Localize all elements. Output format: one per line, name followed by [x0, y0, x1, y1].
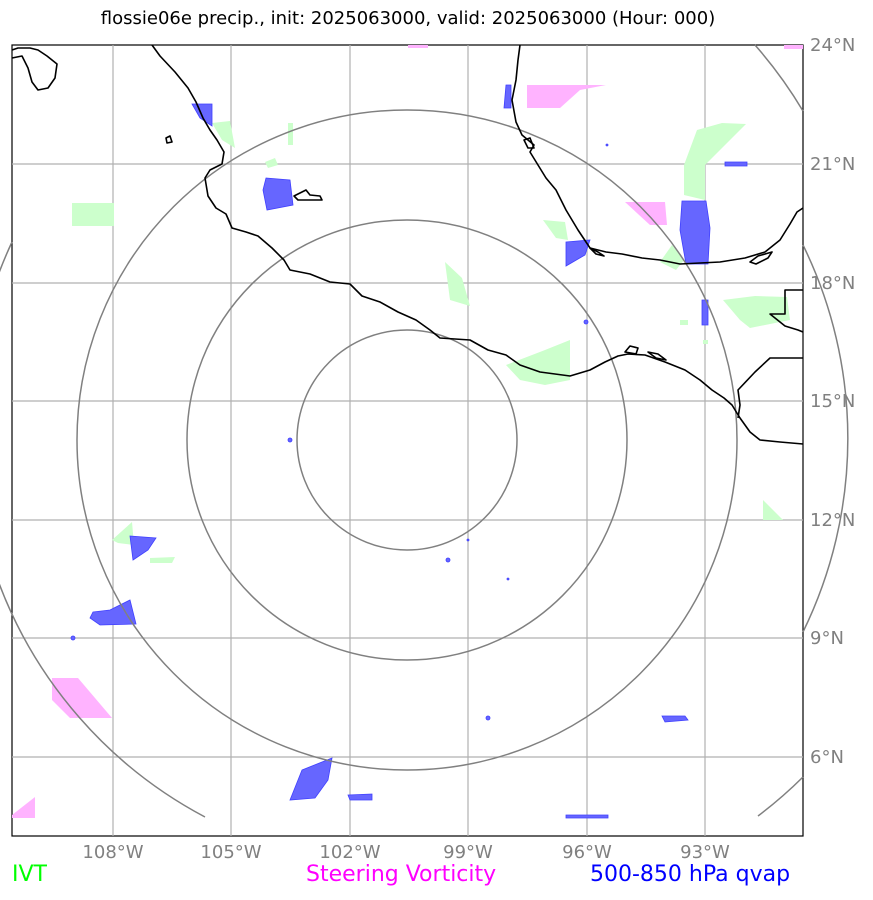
- qvap-shading: [70, 84, 748, 819]
- lon-tick: 105°W: [200, 842, 261, 863]
- lat-tick: 9°N: [810, 628, 844, 649]
- lat-tick: 21°N: [810, 154, 855, 175]
- lat-tick: 6°N: [810, 747, 844, 768]
- coastlines: [11, 44, 804, 445]
- longitude-ticks: 108°W 105°W 102°W 99°W 96°W 93°W: [82, 842, 730, 863]
- map-title: flossie06e precip., init: 2025063000, va…: [100, 8, 716, 29]
- vorticity-shading: [12, 45, 803, 818]
- legend-qvap: 500-850 hPa qvap: [590, 862, 791, 887]
- lon-tick: 99°W: [443, 842, 493, 863]
- map-frame: [11, 44, 804, 837]
- lat-tick: 12°N: [810, 510, 855, 531]
- range-rings: [0, 44, 849, 818]
- lon-tick: 96°W: [562, 842, 612, 863]
- legend-steering-vorticity: Steering Vorticity: [306, 862, 497, 887]
- latitude-ticks: 24°N 21°N 18°N 15°N 12°N 9°N 6°N: [810, 35, 855, 768]
- lat-tick: 15°N: [810, 391, 855, 412]
- legend-ivt: IVT: [12, 862, 47, 887]
- lon-tick: 93°W: [680, 842, 730, 863]
- lat-tick: 18°N: [810, 273, 855, 294]
- lon-tick: 108°W: [82, 842, 143, 863]
- lon-tick: 102°W: [319, 842, 380, 863]
- lat-tick: 24°N: [810, 35, 855, 56]
